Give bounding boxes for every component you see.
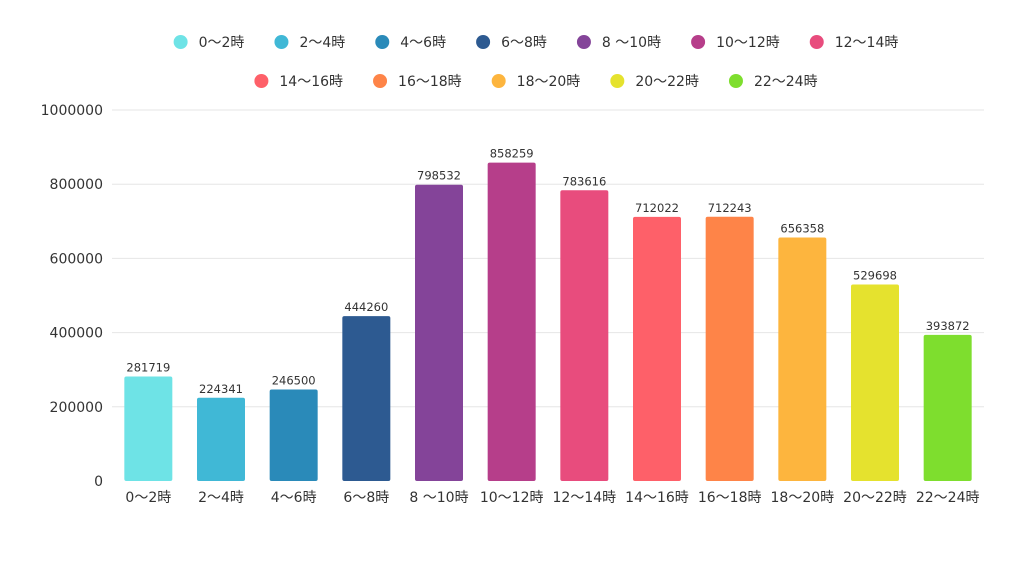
legend-marker: [173, 35, 188, 49]
legend-label: 4〜6時: [400, 35, 446, 51]
legend-item[interactable]: 6〜8時: [476, 35, 547, 51]
bar-value-label: 529698: [853, 268, 897, 282]
y-tick-label: 800000: [50, 177, 103, 193]
legend-marker: [728, 74, 743, 88]
legend-item[interactable]: 8 〜10時: [576, 35, 661, 51]
legend-item[interactable]: 16〜18時: [373, 74, 462, 90]
legend-item[interactable]: 2〜4時: [274, 35, 345, 51]
legend-item[interactable]: 10〜12時: [691, 35, 780, 51]
legend-marker: [254, 74, 269, 88]
x-tick-label: 2〜4時: [198, 490, 244, 506]
bars: [124, 162, 972, 482]
legend-label: 8 〜10時: [602, 35, 661, 51]
legend-marker: [610, 74, 625, 88]
legend-item[interactable]: 4〜6時: [375, 35, 446, 51]
legend-marker: [476, 35, 491, 49]
bar[interactable]: [560, 190, 609, 482]
legend-label: 0〜2時: [199, 35, 245, 51]
bar-value-label: 712022: [635, 201, 679, 215]
legend-marker: [576, 35, 591, 49]
legend-label: 14〜16時: [279, 74, 343, 90]
legend-marker: [809, 35, 824, 49]
y-tick-label: 1000000: [41, 103, 103, 119]
legend-marker: [274, 35, 289, 49]
legend-label: 18〜20時: [517, 74, 581, 90]
x-tick-label: 6〜8時: [343, 490, 389, 506]
bar[interactable]: [778, 237, 827, 481]
bar-value-label: 656358: [780, 221, 824, 235]
x-tick-label: 14〜16時: [625, 490, 689, 506]
legend-item[interactable]: 0〜2時: [173, 35, 245, 51]
y-tick-label: 600000: [50, 251, 103, 267]
x-tick-label: 20〜22時: [843, 490, 907, 506]
bar[interactable]: [705, 216, 754, 481]
bar[interactable]: [487, 162, 536, 481]
legend-marker: [491, 74, 506, 88]
bar-value-label: 224341: [199, 382, 243, 396]
bar-value-label: 858259: [490, 147, 534, 161]
y-tick-label: 400000: [50, 326, 103, 342]
bar-value-label: 444260: [344, 300, 388, 314]
bar[interactable]: [633, 216, 681, 481]
legend-label: 20〜22時: [635, 74, 699, 90]
legend-item[interactable]: 18〜20時: [491, 74, 581, 90]
x-tick-label: 0〜2時: [125, 490, 171, 506]
y-tick-label: 200000: [50, 400, 103, 416]
legend-marker: [373, 74, 388, 88]
legend: 0〜2時 2〜4時 4〜6時 6〜8時 8 〜10時 10〜12時 12〜14時 14〜16時…: [173, 35, 899, 90]
legend-label: 12〜14時: [835, 35, 899, 51]
legend-label: 16〜18時: [398, 74, 462, 90]
y-tick-label: 0: [94, 474, 103, 490]
legend-item[interactable]: 20〜22時: [610, 74, 699, 90]
bar[interactable]: [415, 184, 463, 481]
x-tick-label: 8 〜10時: [409, 490, 468, 506]
legend-item[interactable]: 14〜16時: [254, 74, 343, 90]
legend-label: 10〜12時: [716, 35, 780, 51]
grid-lines: [112, 109, 984, 408]
legend-item[interactable]: 22〜24時: [728, 74, 818, 90]
x-tick-label: 12〜14時: [553, 490, 617, 506]
legend-label: 2〜4時: [299, 35, 345, 51]
bar-value-label: 712243: [708, 201, 752, 215]
legend-item[interactable]: 12〜14時: [809, 35, 899, 51]
bar-value-label: 393872: [926, 319, 970, 333]
bar[interactable]: [197, 397, 245, 481]
x-axis: 0〜2時 2〜4時 4〜6時 6〜8時 8 〜10時 10〜12時 12〜14時 14〜16時…: [125, 490, 979, 506]
value-labels: 281719 224341 246500 444260 798532 858259 7836…: [126, 147, 969, 396]
x-tick-label: 16〜18時: [698, 490, 762, 506]
y-axis: 0 200000 400000 600000 800000 1000000: [41, 103, 103, 490]
bar[interactable]: [851, 284, 899, 481]
legend-marker: [375, 35, 390, 49]
bar-value-label: 281719: [126, 360, 170, 374]
bar-value-label: 798532: [417, 169, 461, 183]
bar[interactable]: [923, 334, 972, 481]
x-tick-label: 4〜6時: [271, 490, 317, 506]
x-tick-label: 22〜24時: [916, 490, 980, 506]
bar[interactable]: [269, 389, 318, 481]
bar-value-label: 246500: [272, 374, 316, 388]
bar[interactable]: [124, 376, 173, 481]
legend-label: 6〜8時: [501, 35, 547, 51]
legend-label: 22〜24時: [754, 74, 818, 90]
legend-marker: [691, 35, 706, 49]
x-tick-label: 18〜20時: [771, 490, 835, 506]
bar[interactable]: [342, 316, 391, 481]
x-tick-label: 10〜12時: [480, 490, 544, 506]
bar-value-label: 783616: [562, 174, 606, 188]
